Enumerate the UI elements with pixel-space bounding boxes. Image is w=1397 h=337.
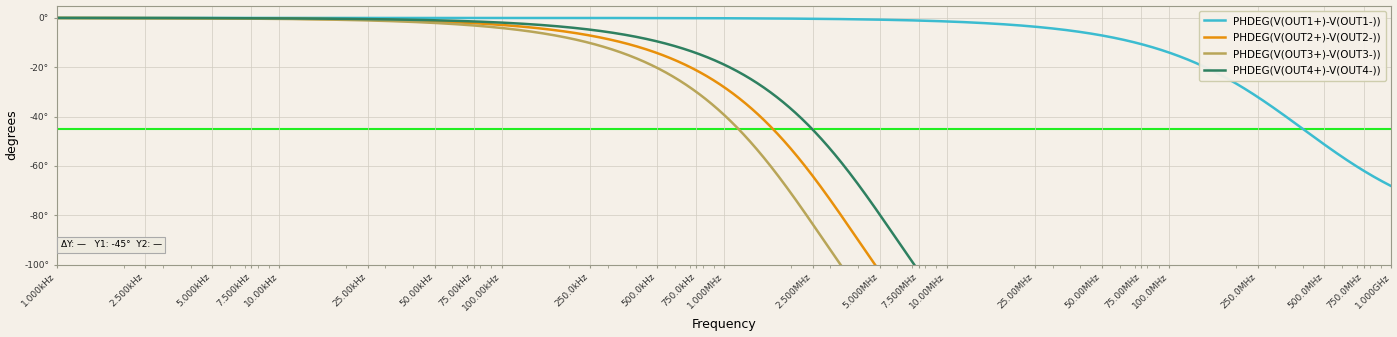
Y-axis label: degrees: degrees	[6, 110, 18, 160]
X-axis label: Frequency: Frequency	[692, 318, 756, 332]
PHDEG(V(OUT3+)-V(OUT3-))	[49, 16, 66, 20]
PHDEG(V(OUT2+)-V(OUT2-))	[617, 41, 634, 45]
PHDEG(V(OUT1+)-V(OUT1-))	[1383, 184, 1397, 188]
PHDEG(V(OUT2+)-V(OUT2-))	[49, 16, 66, 20]
PHDEG(V(OUT4+)-V(OUT4-))	[560, 25, 577, 29]
PHDEG(V(OUT3+)-V(OUT3-))	[617, 53, 634, 57]
PHDEG(V(OUT2+)-V(OUT2-))	[279, 17, 296, 21]
Line: PHDEG(V(OUT4+)-V(OUT4-)): PHDEG(V(OUT4+)-V(OUT4-))	[57, 18, 1391, 337]
PHDEG(V(OUT1+)-V(OUT1-))	[1213, 73, 1229, 78]
PHDEG(V(OUT4+)-V(OUT4-))	[279, 17, 296, 21]
PHDEG(V(OUT1+)-V(OUT1-))	[279, 16, 296, 20]
PHDEG(V(OUT4+)-V(OUT4-))	[49, 16, 66, 20]
Line: PHDEG(V(OUT3+)-V(OUT3-)): PHDEG(V(OUT3+)-V(OUT3-))	[57, 18, 1391, 337]
PHDEG(V(OUT3+)-V(OUT3-))	[279, 17, 296, 21]
PHDEG(V(OUT2+)-V(OUT2-))	[560, 30, 577, 34]
Line: PHDEG(V(OUT1+)-V(OUT1-)): PHDEG(V(OUT1+)-V(OUT1-))	[57, 18, 1391, 186]
PHDEG(V(OUT3+)-V(OUT3-))	[560, 36, 577, 40]
PHDEG(V(OUT2+)-V(OUT2-))	[201, 16, 218, 20]
PHDEG(V(OUT1+)-V(OUT1-))	[49, 16, 66, 20]
PHDEG(V(OUT1+)-V(OUT1-))	[617, 16, 634, 20]
PHDEG(V(OUT1+)-V(OUT1-))	[1356, 170, 1373, 174]
PHDEG(V(OUT1+)-V(OUT1-))	[560, 16, 577, 20]
Line: PHDEG(V(OUT2+)-V(OUT2-)): PHDEG(V(OUT2+)-V(OUT2-))	[57, 18, 1391, 337]
PHDEG(V(OUT3+)-V(OUT3-))	[201, 17, 218, 21]
Legend: PHDEG(V(OUT1+)-V(OUT1-)), PHDEG(V(OUT2+)-V(OUT2-)), PHDEG(V(OUT3+)-V(OUT3-)), PH: PHDEG(V(OUT1+)-V(OUT1-)), PHDEG(V(OUT2+)…	[1199, 11, 1386, 81]
PHDEG(V(OUT4+)-V(OUT4-))	[617, 33, 634, 37]
PHDEG(V(OUT4+)-V(OUT4-))	[201, 16, 218, 20]
PHDEG(V(OUT1+)-V(OUT1-))	[201, 16, 218, 20]
Text: ΔY: —   Y1: -45°  Y2: —: ΔY: — Y1: -45° Y2: —	[60, 240, 162, 249]
